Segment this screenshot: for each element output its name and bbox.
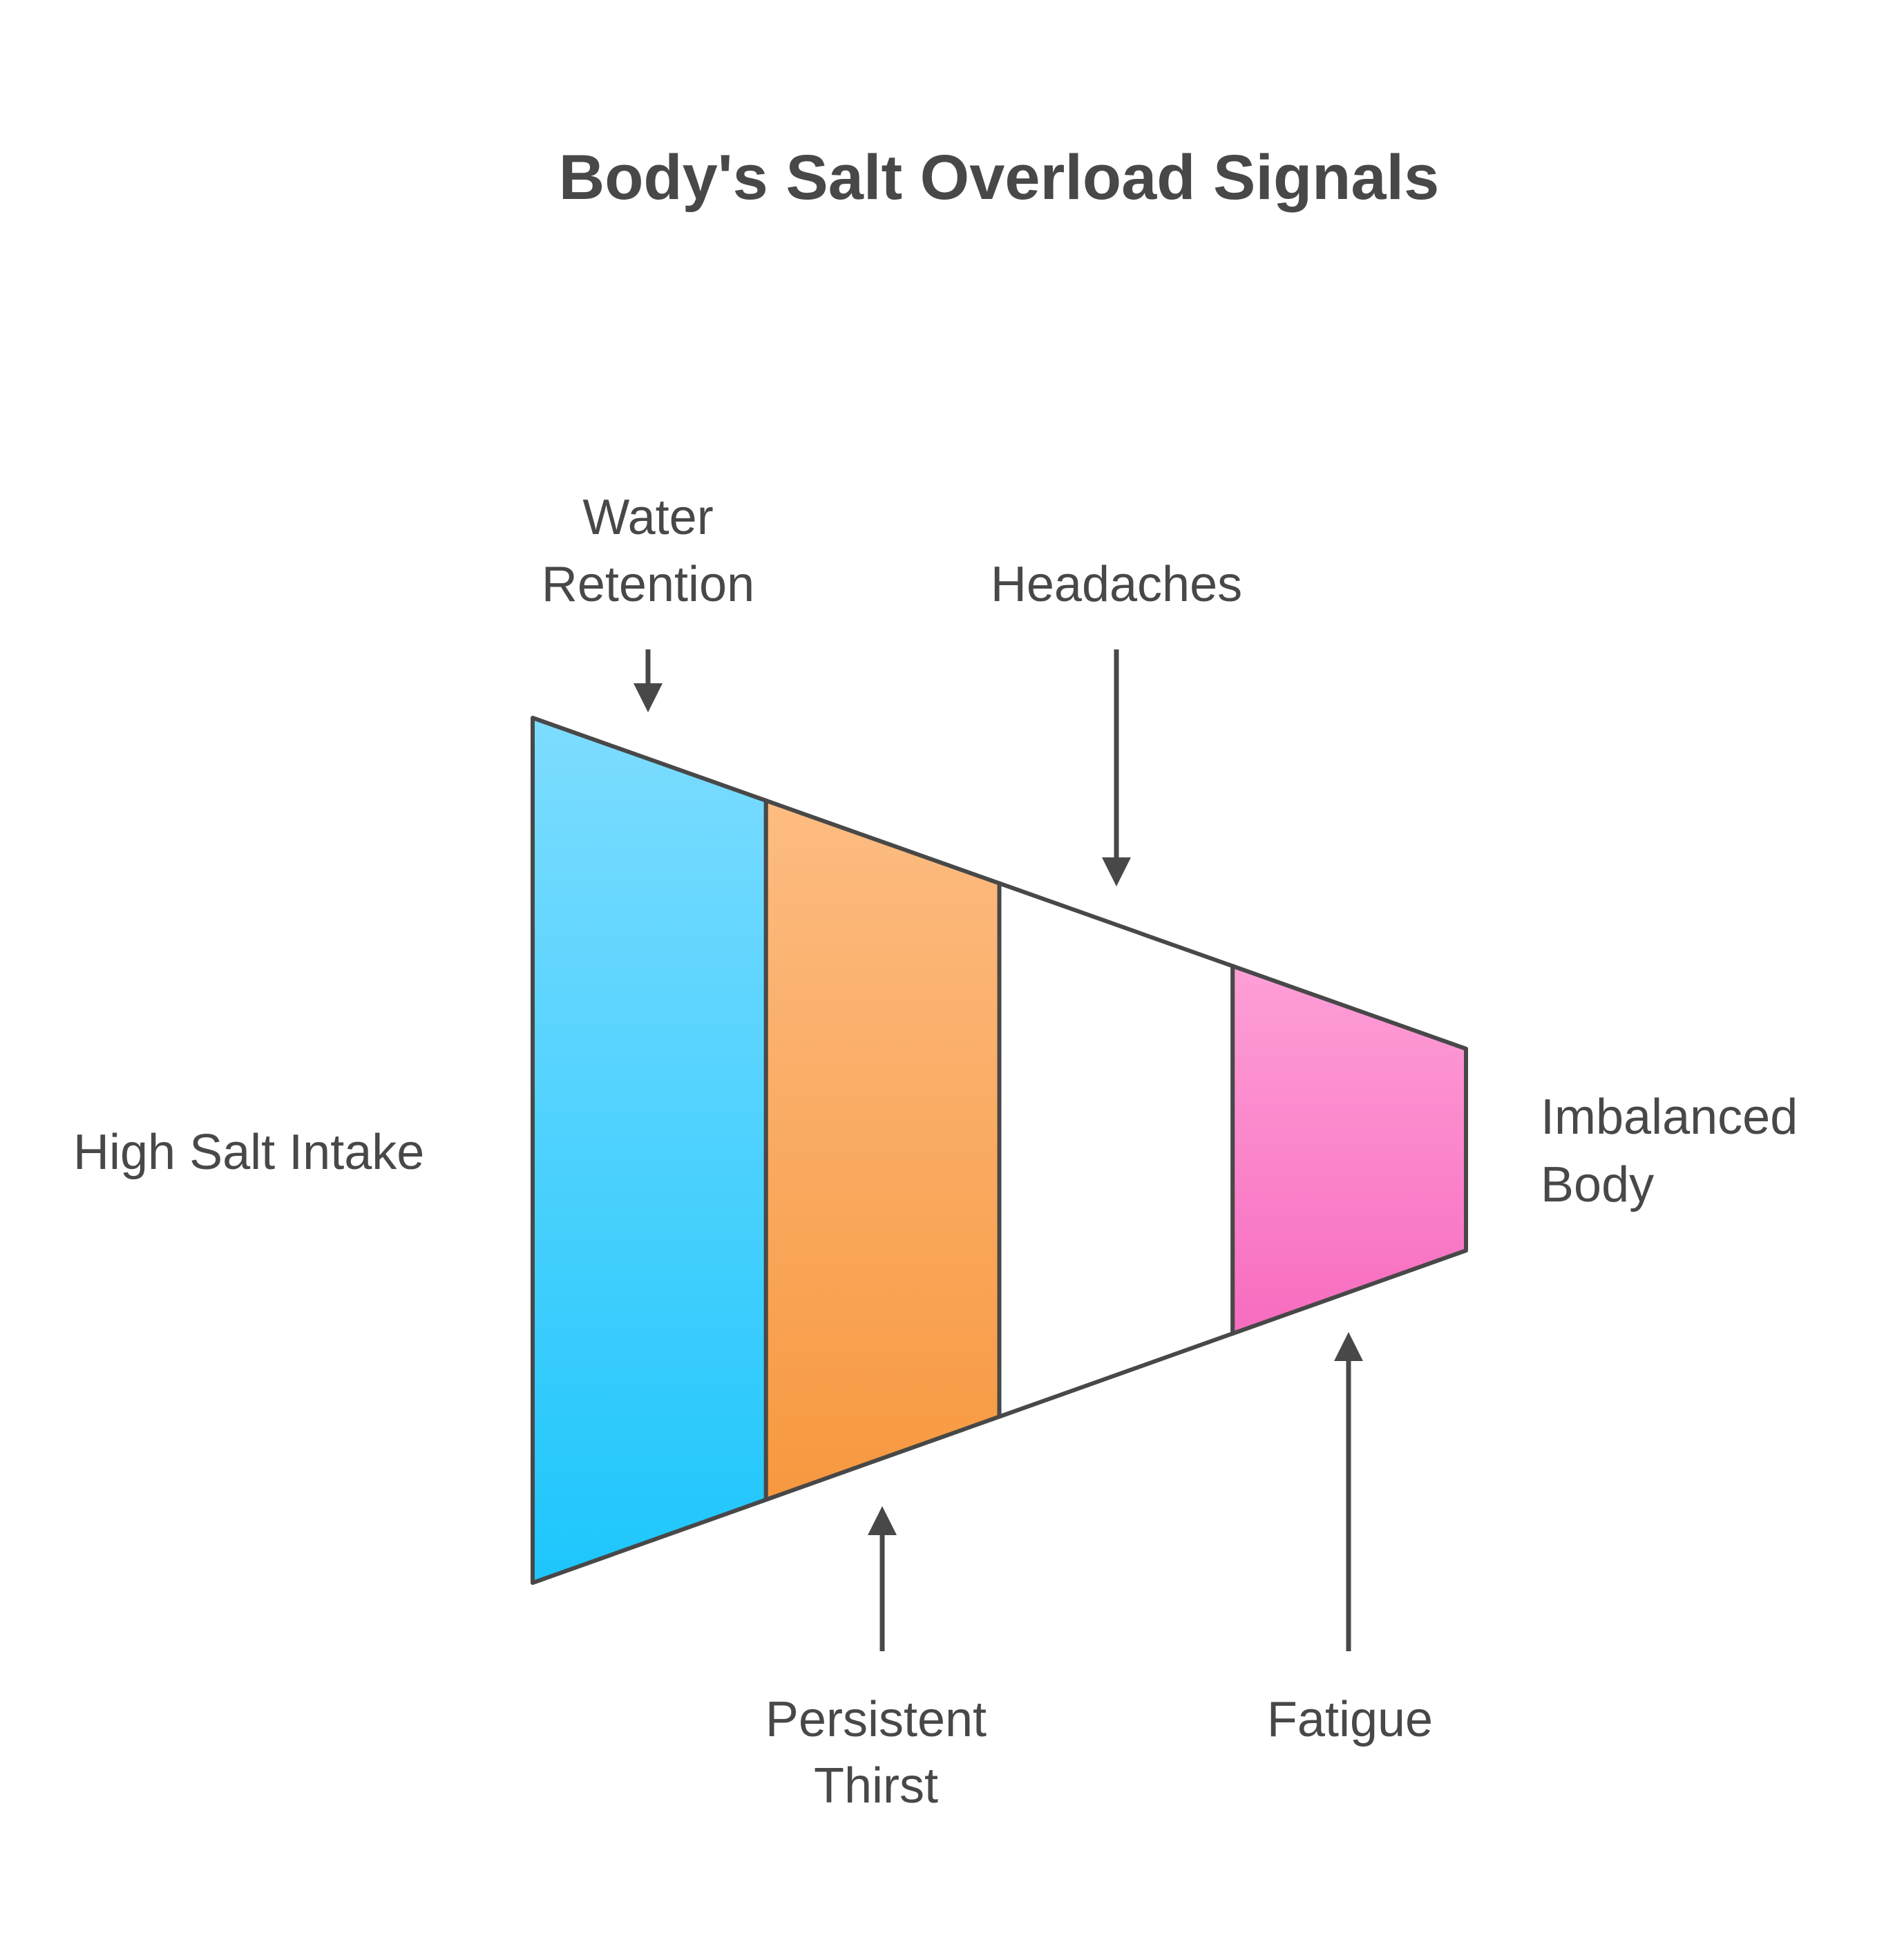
diagram-title: Body's Salt Overload Signals: [559, 142, 1439, 213]
water-retention-label-line2: Retention: [542, 557, 754, 612]
persistent-thirst-label-line2: Thirst: [814, 1758, 938, 1814]
funnel-segment-headaches: [997, 881, 1235, 1419]
output-label-line1: Imbalanced: [1541, 1090, 1798, 1145]
funnel-segment-fatigue: [1230, 964, 1468, 1336]
water-retention-label-line1: Water: [582, 490, 713, 545]
persistent-thirst-label-line1: Persistent: [765, 1692, 987, 1747]
fatigue-label: Fatigue: [1267, 1692, 1433, 1747]
output-label-line2: Body: [1541, 1157, 1654, 1212]
input-label: High Salt Intake: [73, 1125, 424, 1180]
headaches-label: Headaches: [991, 557, 1242, 612]
funnel-segment-water-retention: [531, 716, 768, 1585]
funnel-segment-persistent-thirst: [763, 798, 1002, 1502]
